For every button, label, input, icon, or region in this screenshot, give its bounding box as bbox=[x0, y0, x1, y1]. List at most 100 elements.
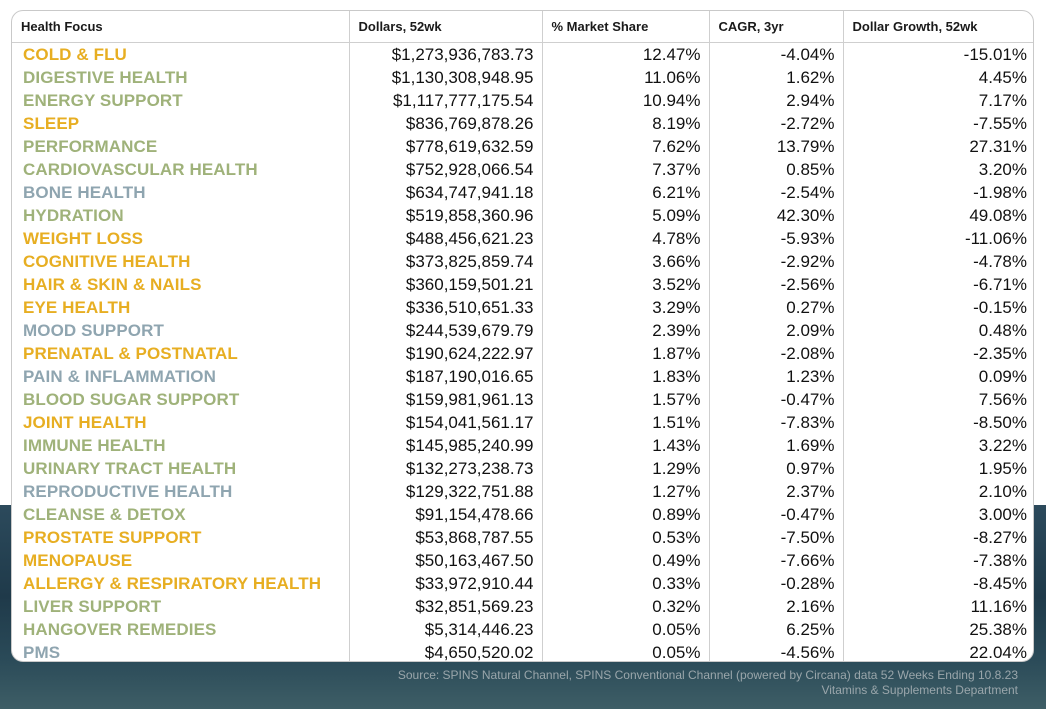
cagr-cell: -0.47% bbox=[708, 387, 843, 411]
dollars-cell: $132,273,238.73 bbox=[348, 456, 542, 480]
market-share-cell: 1.43% bbox=[541, 433, 709, 457]
health-focus-cell: HANGOVER REMEDIES bbox=[23, 619, 217, 639]
market-share-cell: 0.05% bbox=[541, 640, 709, 661]
health-focus-cell: PERFORMANCE bbox=[23, 136, 158, 156]
cagr-cell: 1.69% bbox=[708, 433, 843, 457]
cagr-cell: -5.93% bbox=[708, 226, 843, 250]
cagr-cell: -2.54% bbox=[708, 180, 843, 204]
dollars-cell: $488,456,621.23 bbox=[348, 226, 542, 250]
health-focus-cell: WEIGHT LOSS bbox=[23, 228, 144, 248]
cagr-cell: 13.79% bbox=[708, 134, 843, 158]
table-row: BONE HEALTH $634,747,941.18 6.21% -2.54% -1.… bbox=[12, 180, 1033, 204]
dollar-growth-cell: -8.50% bbox=[842, 410, 1033, 434]
table-row: HYDRATION $519,858,360.96 5.09% 42.30% 49.08… bbox=[12, 203, 1033, 227]
cagr-cell: -7.66% bbox=[708, 548, 843, 572]
dollars-cell: $778,619,632.59 bbox=[348, 134, 542, 158]
market-share-cell: 1.83% bbox=[541, 364, 709, 388]
market-share-cell: 10.94% bbox=[541, 88, 709, 112]
dollars-cell: $1,117,777,175.54 bbox=[348, 88, 542, 112]
market-share-cell: 12.47% bbox=[541, 42, 709, 66]
cagr-cell: -2.92% bbox=[708, 249, 843, 273]
dollar-growth-cell: -8.27% bbox=[842, 525, 1033, 549]
market-share-cell: 7.37% bbox=[541, 157, 709, 181]
table-row: CLEANSE & DETOX $91,154,478.66 0.89% -0.47%… bbox=[12, 502, 1033, 526]
header-health-focus: Health Focus bbox=[12, 11, 349, 43]
market-share-cell: 1.29% bbox=[541, 456, 709, 480]
health-focus-cell: LIVER SUPPORT bbox=[23, 596, 162, 616]
table-header-row: Health Focus Dollars, 52wk % Market Shar… bbox=[12, 11, 1033, 43]
table-row: COLD & FLU $1,273,936,783.73 12.47% -4.04% -… bbox=[12, 42, 1033, 66]
dollars-cell: $836,769,878.26 bbox=[348, 111, 542, 135]
dollar-growth-cell: 4.45% bbox=[842, 65, 1033, 89]
dollars-cell: $145,985,240.99 bbox=[348, 433, 542, 457]
health-focus-cell: DIGESTIVE HEALTH bbox=[23, 67, 188, 87]
dollars-cell: $634,747,941.18 bbox=[348, 180, 542, 204]
health-focus-cell: MENOPAUSE bbox=[23, 550, 133, 570]
market-share-cell: 3.66% bbox=[541, 249, 709, 273]
market-share-cell: 1.27% bbox=[541, 479, 709, 503]
dollar-growth-cell: 11.16% bbox=[842, 594, 1033, 618]
dollar-growth-cell: 3.22% bbox=[842, 433, 1033, 457]
health-focus-cell: PRENATAL & POSTNATAL bbox=[23, 343, 238, 363]
cagr-cell: 1.62% bbox=[708, 65, 843, 89]
dollars-cell: $4,650,520.02 bbox=[348, 640, 542, 661]
dollars-cell: $1,273,936,783.73 bbox=[348, 42, 542, 66]
table-row: REPRODUCTIVE HEALTH $129,322,751.88 1.27% 2… bbox=[12, 479, 1033, 503]
dollars-cell: $53,868,787.55 bbox=[348, 525, 542, 549]
cagr-cell: 6.25% bbox=[708, 617, 843, 641]
table-body: COLD & FLU $1,273,936,783.73 12.47% -4.04% -… bbox=[12, 42, 1033, 661]
header-cagr: CAGR, 3yr bbox=[708, 11, 843, 43]
market-share-cell: 1.87% bbox=[541, 341, 709, 365]
table-row: WEIGHT LOSS $488,456,621.23 4.78% -5.93% -11… bbox=[12, 226, 1033, 250]
market-share-cell: 2.39% bbox=[541, 318, 709, 342]
department-line: Vitamins & Supplements Department bbox=[821, 683, 1018, 697]
table-row: MOOD SUPPORT $244,539,679.79 2.39% 2.09% 0.4… bbox=[12, 318, 1033, 342]
dollar-growth-cell: -8.45% bbox=[842, 571, 1033, 595]
health-focus-table-card: Health Focus Dollars, 52wk % Market Shar… bbox=[11, 10, 1034, 662]
health-focus-cell: CLEANSE & DETOX bbox=[23, 504, 186, 524]
table-row: DIGESTIVE HEALTH $1,130,308,948.95 11.06% 1… bbox=[12, 65, 1033, 89]
table-row: PAIN & INFLAMMATION $187,190,016.65 1.83% 1… bbox=[12, 364, 1033, 388]
cagr-cell: -0.28% bbox=[708, 571, 843, 595]
health-focus-cell: REPRODUCTIVE HEALTH bbox=[23, 481, 233, 501]
table-row: ENERGY SUPPORT $1,117,777,175.54 10.94% 2.9… bbox=[12, 88, 1033, 112]
source-note: Source: SPINS Natural Channel, SPINS Con… bbox=[398, 668, 1018, 698]
health-focus-cell: HAIR & SKIN & NAILS bbox=[23, 274, 202, 294]
cagr-cell: 1.23% bbox=[708, 364, 843, 388]
market-share-cell: 11.06% bbox=[541, 65, 709, 89]
table-row: PRENATAL & POSTNATAL $190,624,222.97 1.87%… bbox=[12, 341, 1033, 365]
health-focus-cell: JOINT HEALTH bbox=[23, 412, 147, 432]
health-focus-cell: COGNITIVE HEALTH bbox=[23, 251, 191, 271]
dollar-growth-cell: 2.10% bbox=[842, 479, 1033, 503]
dollar-growth-cell: 27.31% bbox=[842, 134, 1033, 158]
health-focus-cell: URINARY TRACT HEALTH bbox=[23, 458, 237, 478]
dollars-cell: $244,539,679.79 bbox=[348, 318, 542, 342]
health-focus-cell: BLOOD SUGAR SUPPORT bbox=[23, 389, 240, 409]
header-dollars: Dollars, 52wk bbox=[348, 11, 542, 43]
table-row: COGNITIVE HEALTH $373,825,859.74 3.66% -2.9… bbox=[12, 249, 1033, 273]
cagr-cell: 2.09% bbox=[708, 318, 843, 342]
cagr-cell: 0.85% bbox=[708, 157, 843, 181]
dollar-growth-cell: -0.15% bbox=[842, 295, 1033, 319]
dollars-cell: $50,163,467.50 bbox=[348, 548, 542, 572]
header-dollar-growth: Dollar Growth, 52wk bbox=[842, 11, 1033, 43]
table-row: LIVER SUPPORT $32,851,569.23 0.32% 2.16% 11.… bbox=[12, 594, 1033, 618]
cagr-cell: 42.30% bbox=[708, 203, 843, 227]
dollar-growth-cell: 7.17% bbox=[842, 88, 1033, 112]
health-focus-cell: IMMUNE HEALTH bbox=[23, 435, 166, 455]
market-share-cell: 7.62% bbox=[541, 134, 709, 158]
source-line: Source: SPINS Natural Channel, SPINS Con… bbox=[397, 668, 1018, 682]
market-share-cell: 5.09% bbox=[541, 203, 709, 227]
market-share-cell: 0.32% bbox=[541, 594, 709, 618]
market-share-cell: 4.78% bbox=[541, 226, 709, 250]
dollar-growth-cell: 0.09% bbox=[842, 364, 1033, 388]
dollars-cell: $752,928,066.54 bbox=[348, 157, 542, 181]
health-focus-cell: ALLERGY & RESPIRATORY HEALTH bbox=[23, 573, 322, 593]
table-row: PMS $4,650,520.02 0.05% -4.56% 22.04% bbox=[12, 640, 1033, 661]
table-row: URINARY TRACT HEALTH $132,273,238.73 1.29%… bbox=[12, 456, 1033, 480]
dollar-growth-cell: 3.00% bbox=[842, 502, 1033, 526]
dollars-cell: $187,190,016.65 bbox=[348, 364, 542, 388]
table-row: PERFORMANCE $778,619,632.59 7.62% 13.79% 27.… bbox=[12, 134, 1033, 158]
dollar-growth-cell: 25.38% bbox=[842, 617, 1033, 641]
cagr-cell: 2.94% bbox=[708, 88, 843, 112]
